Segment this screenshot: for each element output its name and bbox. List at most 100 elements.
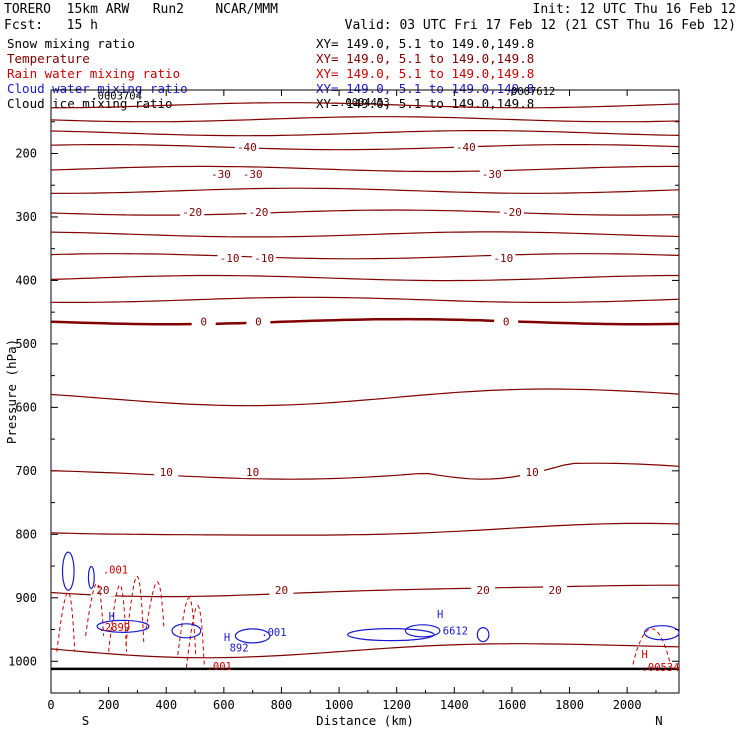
legend-coords: XY= 149.0, 5.1 to 149.0,149.8 [316,81,534,96]
field-annotation: .0003704 [91,91,142,103]
temperature-contour-label: -40 [456,141,476,154]
temperature-contour [50,130,680,137]
field-annotation: H [109,611,115,623]
x-tick-label: 1000 [325,698,354,712]
temperature-contour-label: 0 [200,316,207,329]
cloud-water-contour [404,624,441,638]
temperature-contour-label: 0 [503,316,510,329]
y-tick-label: 200 [15,146,37,160]
field-annotation: .001 [207,661,232,673]
y-tick-label: 900 [15,591,37,605]
x-tick-label: 1600 [497,698,526,712]
temperature-contour-label: -10 [493,252,513,265]
temperature-contour-label: -30 [482,168,502,181]
temperature-contour [50,116,680,123]
endpoint-right-label: N [655,713,663,728]
contour-label-bg [252,252,277,265]
x-axis-title: Distance (km) [316,713,414,728]
x-tick-label: 0 [47,698,54,712]
contour-label-bg [234,141,259,154]
legend-coords: XY= 149.0, 5.1 to 149.0,149.8 [316,36,534,51]
contour-label-bg [471,584,496,597]
x-tick-label: 200 [98,698,120,712]
rain-contour [145,581,165,630]
cloud-water-contour [643,625,680,641]
temperature-contour [50,274,679,282]
contour-label-bg [217,252,242,265]
contour-label-bg [240,167,265,180]
contour-label-bg [453,141,478,154]
plot-frame [50,89,680,694]
endpoint-left-label: S [82,713,90,728]
x-tick-label: 400 [155,698,177,712]
y-axis-title: Pressure (hPa) [4,339,19,444]
contour-label-bg [240,466,265,479]
cloud-water-contour [171,623,202,639]
legend-label: Cloud water mixing ratio [7,81,188,96]
cloud-water-contour [347,628,435,642]
rain-contour [125,575,145,646]
contour-label-bg [269,584,294,597]
contour-label-bg [246,315,271,328]
temperature-contour-label: -30 [243,168,263,181]
temperature-contour-label: 20 [275,584,288,597]
legend-label: Cloud ice mixing ratio [7,96,173,111]
rain-contour [185,605,205,668]
legend-coords: XY= 149.0, 5.1 to 149.0,149.8 [316,51,534,66]
rain-contour [632,628,671,665]
temperature-contour [50,296,680,303]
field-annotation: 6612 [443,626,468,638]
contour-label-bg [520,466,545,479]
temperature-contour [51,187,680,194]
field-annotation: H [224,632,230,644]
temperature-contour-label: 20 [549,584,562,597]
rain-contour [85,583,105,636]
temperature-contour [50,388,680,407]
legend-coords: XY= 149.0, 5.1 to 149.0,149.8 [316,66,534,81]
temperature-contour-label: -20 [502,206,522,219]
temperature-contour [50,231,680,238]
x-tick-label: 1400 [440,698,469,712]
cloud-water-contour [61,551,75,591]
temperature-contour-label: -10 [220,252,240,265]
cloud-water-contour [476,627,490,643]
x-tick-label: 800 [271,698,293,712]
temperature-contour-label: -20 [248,206,268,219]
model-title: TORERO 15km ARW Run2 NCAR/MMM [4,2,278,17]
temperature-contour [50,144,680,151]
temperature-contour-label: 10 [525,466,538,479]
y-tick-label: 1000 [8,654,37,668]
temperature-contour-label: 0 [255,316,262,329]
legend-label: Snow mixing ratio [7,36,135,51]
field-annotation: H [642,649,648,661]
contour-label-bg [491,252,516,265]
temperature-contour [50,522,680,536]
y-tick-label: 800 [15,527,37,541]
temperature-contour-label: 10 [160,466,173,479]
temperature-contour-label: -30 [211,168,231,181]
contour-label-bg [543,584,568,597]
contour-label-bg [90,584,115,597]
contour-label-bg [208,167,233,180]
contour-label-bg [246,205,271,218]
rain-contour [177,597,197,655]
y-tick-label: 500 [15,337,37,351]
temperature-contour-label: -10 [254,252,274,265]
temperature-contour [50,165,679,173]
x-tick-label: 1800 [555,698,584,712]
field-annotation: H [437,609,443,621]
contour-label-bg [479,167,504,180]
temperature-contour [50,209,680,216]
y-tick-label: 700 [15,464,37,478]
contour-label-bg [191,315,216,328]
cloud-water-contour [96,619,150,633]
cloud-water-contour [234,628,271,644]
field-annotation: .2899 [99,622,131,634]
temperature-contour-label: 20 [476,584,489,597]
temperature-contour [50,253,680,260]
x-tick-label: 2000 [613,698,642,712]
rain-contour [108,584,128,652]
legend-label: Rain water mixing ratio [7,66,180,81]
y-tick-label: 300 [15,210,37,224]
